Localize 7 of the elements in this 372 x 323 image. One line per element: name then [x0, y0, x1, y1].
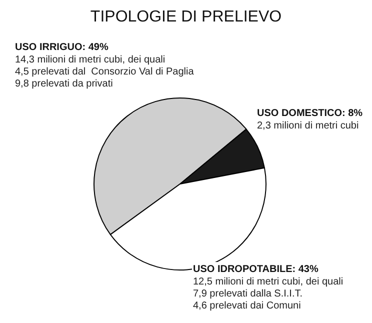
- text: 2,3 milioni di metri cubi: [257, 120, 359, 132]
- slice-label: USO IDROPOTABILE: 43%: [193, 264, 318, 275]
- slice-label: USO IRRIGUO: 49%: [15, 42, 108, 53]
- text: 12,5 milioni di metri cubi, dei quali 7,9 prelevati dalla S.I.I.T. 4,6 prelevati dai Comuni: [193, 276, 344, 312]
- chart-title: TIPOLOGIE DI PRELIEVO: [90, 8, 282, 26]
- text: 14,3 milioni di metri cubi, dei quali 4,5 prelevati dal Consorzio Val di Paglia 9,8 prelevati da privati: [15, 54, 194, 90]
- slice-label: USO DOMESTICO: 8%: [257, 108, 363, 119]
